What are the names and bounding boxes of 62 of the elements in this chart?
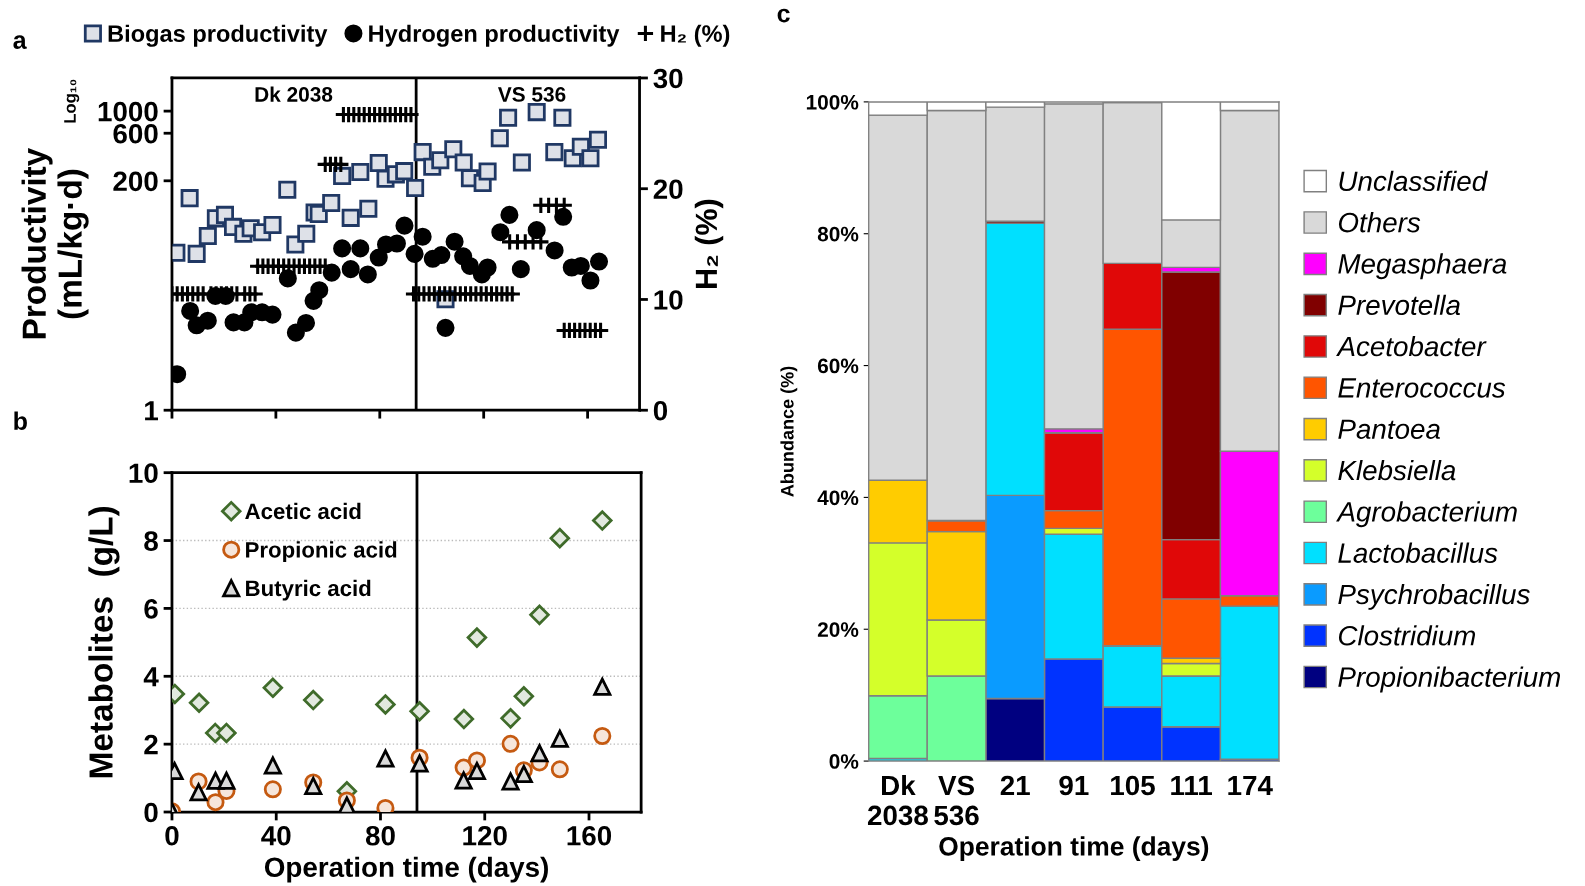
y-tick-label: 60% [817, 358, 859, 374]
chart-title: a [13, 35, 27, 49]
y-tick-label: 80% [817, 226, 859, 242]
legend-label: H₂ (%) [661, 24, 730, 47]
legend-label: Pantoea [1338, 419, 1440, 440]
legend-label: Biogas productivity [108, 24, 328, 47]
legend-label: Others [1338, 212, 1421, 233]
y-tick-label: 0% [829, 754, 859, 769]
x-tick-label: 91 [1059, 775, 1089, 796]
x-axis-title: Operation time (days) [939, 836, 1209, 861]
legend-label: Propionic acid [246, 541, 397, 563]
y2-tick-label: 20 [653, 179, 683, 200]
legend-label: Hydrogen productivity [369, 24, 620, 47]
legend-label: Clostridium [1338, 625, 1476, 646]
y2-tick-label: 0 [653, 400, 668, 421]
x-tick-label: 40 [261, 825, 291, 846]
x-tick-label: 160 [567, 825, 612, 846]
x-axis-title: Operation time (days) [264, 856, 548, 883]
x-tick-label: 80 [365, 825, 395, 846]
y-axis-title: Abundance (%) [780, 366, 798, 497]
legend-label: Prevotella [1338, 294, 1460, 316]
legend-label: Agrobacterium [1336, 501, 1517, 528]
x-tick-label: Dk 2038 [867, 774, 928, 826]
legend-label: Acetic acid [245, 502, 361, 520]
y-tick-label: 4 [143, 667, 159, 687]
text: Log₁₀ [64, 79, 80, 123]
y-axis-title: Metabolites (g/L) [88, 506, 120, 778]
y2-tick-label: 30 [653, 68, 683, 89]
x-tick-label: 174 [1228, 775, 1273, 796]
y-axis-title: Productivity (mL/kg·d) [21, 147, 89, 339]
y-tick-label: 2 [144, 734, 158, 755]
chart-title: b [14, 411, 27, 430]
y-tick-label: 100% [806, 94, 859, 110]
y-tick-label: 200 [113, 171, 158, 192]
x-tick-label: 21 [1000, 775, 1030, 796]
x-tick-label: 0 [165, 825, 179, 846]
legend-label: Butyric acid [246, 579, 371, 601]
y-tick-label: 1 [145, 401, 159, 421]
x-tick-label: 120 [463, 825, 507, 846]
y2-tick-label: 10 [654, 290, 683, 310]
y-tick-label: 600 [113, 123, 158, 144]
annotation: Dk 2038 [255, 86, 333, 102]
legend-label: Klebsiella [1338, 459, 1456, 481]
y-tick-label: 10 [129, 463, 158, 484]
legend-label: Megasphaera [1338, 253, 1507, 280]
y2-axis-title: H₂ (%) [694, 199, 724, 288]
chart-title: c [777, 8, 790, 23]
y-tick-label: 20% [817, 622, 859, 637]
y-tick-label: 6 [144, 599, 158, 619]
legend-label: Enterococcus [1338, 378, 1506, 398]
annotation: VS 536 [497, 87, 566, 102]
y-tick-label: 1000 [98, 101, 158, 122]
legend-label: Acetobacter [1336, 335, 1487, 357]
y-tick-label: 40% [817, 490, 859, 506]
x-tick-label: 105 [1111, 775, 1155, 796]
legend-label: Propionibacterium [1338, 666, 1561, 693]
legend-label: Lactobacillus [1338, 542, 1498, 563]
y-tick-label: 8 [144, 531, 158, 551]
legend-label: Psychrobacillus [1338, 583, 1530, 610]
legend-label: Unclassified [1339, 170, 1488, 192]
x-tick-label: VS 536 [934, 775, 979, 826]
x-tick-label: 111 [1171, 775, 1212, 796]
